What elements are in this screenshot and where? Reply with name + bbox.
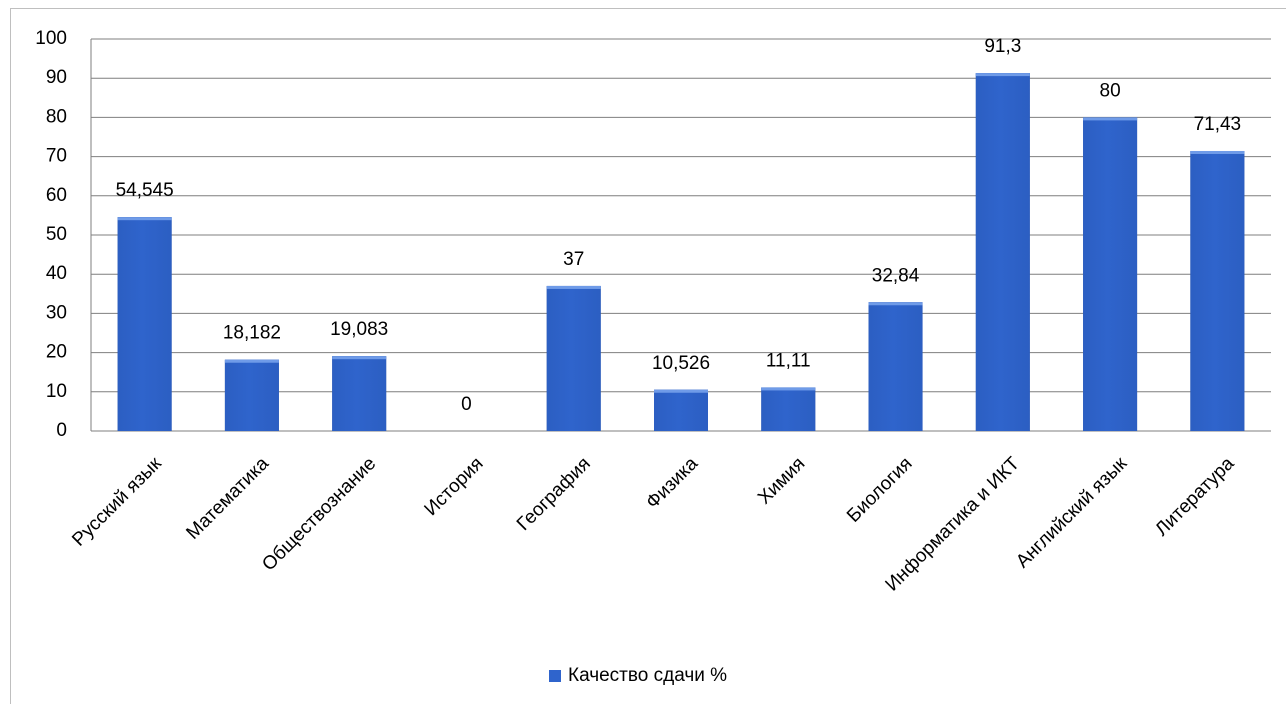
data-label: 10,526 bbox=[652, 353, 710, 374]
y-tick-label: 50 bbox=[46, 224, 67, 245]
x-tick-label: Литература bbox=[1151, 453, 1238, 540]
y-tick-label: 0 bbox=[56, 420, 67, 441]
x-tick-label: Русский язык bbox=[68, 453, 166, 551]
bar-top bbox=[224, 359, 279, 363]
x-tick-label: Обществознание bbox=[258, 453, 380, 575]
data-label: 0 bbox=[461, 394, 472, 415]
bar bbox=[868, 302, 923, 431]
chart-frame bbox=[10, 8, 1286, 704]
data-label: 32,84 bbox=[872, 265, 920, 286]
bar-top bbox=[1083, 117, 1138, 121]
bar bbox=[224, 359, 279, 431]
y-tick-label: 10 bbox=[46, 381, 67, 402]
bar-top bbox=[868, 302, 923, 306]
bar-top bbox=[761, 387, 816, 391]
bar-top bbox=[332, 356, 387, 360]
data-label: 80 bbox=[1100, 80, 1121, 101]
bar-top bbox=[546, 285, 601, 289]
bar bbox=[654, 389, 708, 431]
y-tick-label: 80 bbox=[46, 106, 67, 127]
bar bbox=[117, 217, 172, 431]
x-tick-label: История bbox=[421, 453, 488, 520]
y-tick-label: 30 bbox=[46, 302, 67, 323]
x-tick-label: Математика bbox=[182, 453, 273, 544]
data-label: 18,182 bbox=[223, 323, 281, 344]
bar bbox=[546, 285, 601, 431]
x-tick-label: Химия bbox=[754, 453, 809, 508]
y-tick-label: 60 bbox=[46, 185, 67, 206]
x-tick-label: География bbox=[513, 453, 595, 535]
legend-label: Качество сдачи % bbox=[568, 665, 727, 686]
data-label: 91,3 bbox=[984, 36, 1021, 57]
bar bbox=[975, 73, 1030, 431]
bar-top bbox=[975, 73, 1030, 77]
data-label: 11,11 bbox=[766, 350, 811, 371]
y-tick-label: 70 bbox=[46, 146, 67, 167]
y-tick-label: 20 bbox=[46, 342, 67, 363]
data-label: 71,43 bbox=[1194, 114, 1242, 135]
bar-top bbox=[1190, 150, 1245, 154]
bar bbox=[1083, 117, 1138, 432]
bar bbox=[761, 387, 816, 431]
legend-swatch bbox=[549, 670, 561, 682]
y-tick-label: 100 bbox=[35, 28, 67, 49]
data-label: 37 bbox=[563, 249, 584, 270]
x-tick-label: Физика bbox=[642, 453, 702, 513]
bar bbox=[1190, 150, 1245, 432]
bar bbox=[332, 356, 387, 431]
data-label: 54,545 bbox=[116, 180, 174, 201]
x-tick-label: Английский язык bbox=[1012, 453, 1131, 572]
y-tick-label: 90 bbox=[46, 67, 67, 88]
legend-item: Качество сдачи % bbox=[549, 665, 727, 686]
y-tick-label: 40 bbox=[46, 263, 67, 284]
bar-top bbox=[654, 389, 708, 393]
bar-top bbox=[117, 217, 172, 221]
data-label: 19,083 bbox=[330, 319, 388, 340]
x-tick-label: Биология bbox=[843, 453, 916, 526]
